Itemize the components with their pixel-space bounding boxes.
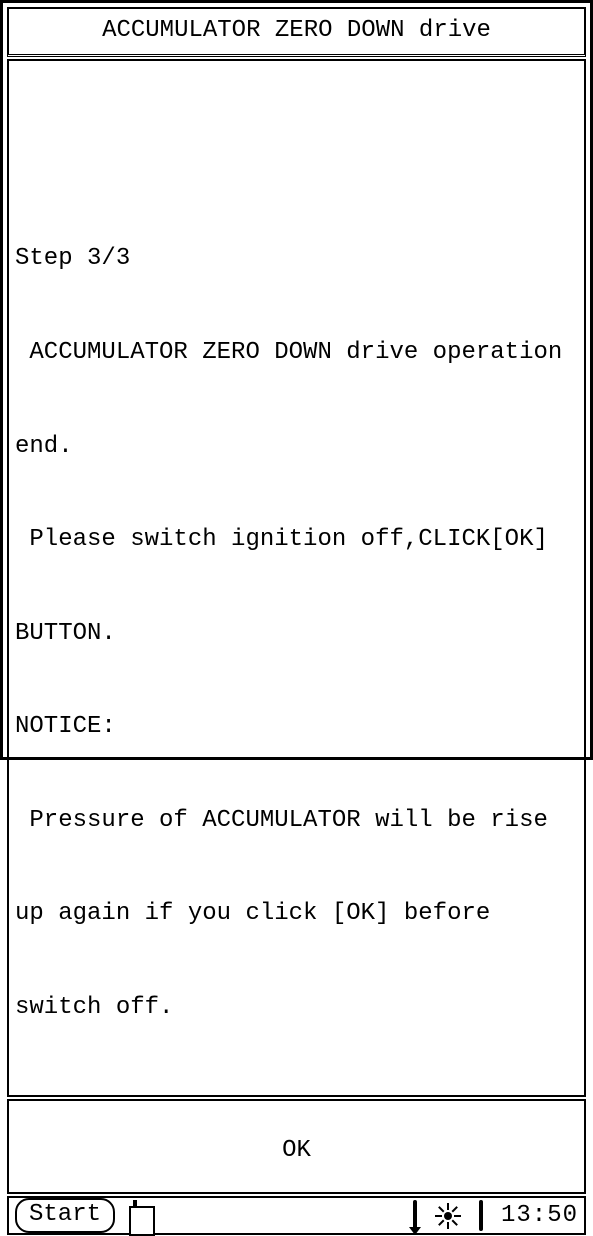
body-line: switch off.: [15, 992, 578, 1023]
input-panel-icon[interactable]: [413, 1202, 417, 1229]
body-line: BUTTON.: [15, 618, 578, 649]
page-title: ACCUMULATOR ZERO DOWN drive: [102, 17, 491, 44]
start-button[interactable]: Start: [15, 1198, 115, 1233]
body-line: Please switch ignition off,CLICK[OK]: [15, 524, 578, 555]
body-line: ACCUMULATOR ZERO DOWN drive operation: [15, 337, 578, 368]
message-text: Step 3/3 ACCUMULATOR ZERO DOWN drive ope…: [15, 181, 578, 1085]
taskbar-clock: 13:50: [501, 1202, 578, 1229]
ok-button[interactable]: OK: [7, 1099, 586, 1194]
title-bar: ACCUMULATOR ZERO DOWN drive: [7, 7, 586, 57]
body-line: end.: [15, 431, 578, 462]
step-indicator: Step 3/3: [15, 243, 578, 274]
keyboard-icon[interactable]: [479, 1202, 483, 1229]
brightness-icon[interactable]: [435, 1203, 461, 1229]
body-line: Pressure of ACCUMULATOR will be rise: [15, 805, 578, 836]
device-screen: ACCUMULATOR ZERO DOWN drive Step 3/3 ACC…: [0, 0, 593, 760]
taskbar: Start 13:50: [7, 1196, 586, 1235]
windows-icon[interactable]: [133, 1202, 137, 1229]
notice-label: NOTICE:: [15, 711, 578, 742]
body-line: up again if you click [OK] before: [15, 898, 578, 929]
content-panel: Step 3/3 ACCUMULATOR ZERO DOWN drive ope…: [7, 59, 586, 1097]
ok-button-label: OK: [282, 1137, 311, 1164]
